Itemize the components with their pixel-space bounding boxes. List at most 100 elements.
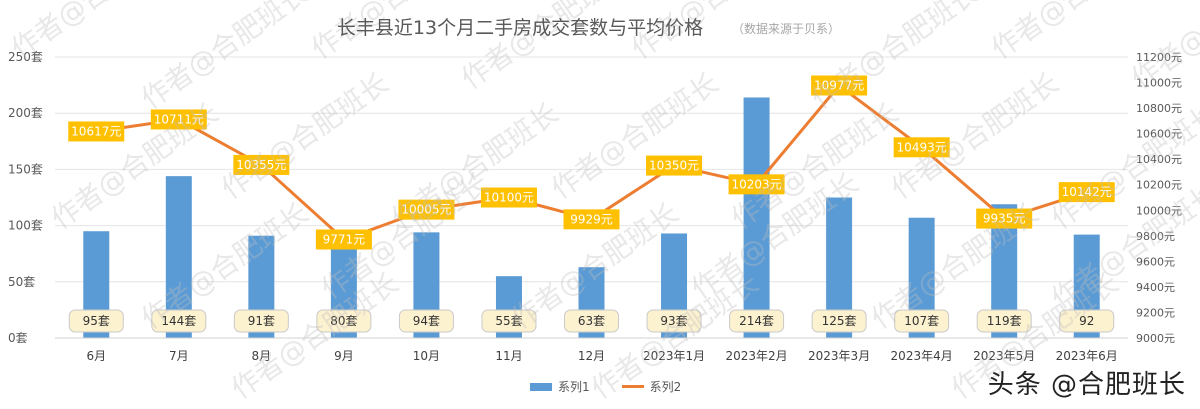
y-right-tick-label: 11200元: [1136, 51, 1182, 64]
watermark-text: 作者@合肥班长: [805, 0, 984, 116]
right-axis: 9000元 9200元 9400元 9600元 9800元 10000元 10200元 104…: [1136, 51, 1182, 345]
legend-item-series2: 系列2: [621, 378, 682, 395]
line-label-text: 9771元: [323, 233, 366, 247]
line-data-label: 10617元: [68, 121, 125, 142]
line-label-box: [1058, 182, 1115, 203]
y-right-tick-label: 10400元: [1136, 153, 1182, 166]
line-label-box: [811, 75, 868, 96]
y-right-tick-label: 10600元: [1136, 128, 1182, 141]
y-right-tick-label: 10800元: [1136, 102, 1182, 115]
left-axis: 0套 50套 100套 150套 200套 250套: [8, 50, 43, 345]
y-right-tick-label: 9400元: [1136, 281, 1175, 294]
bar-label-text: 95套: [83, 314, 110, 328]
bar-data-label: 80套: [316, 309, 372, 333]
line-data-label: 10142元: [1058, 182, 1115, 203]
bar-label-text: 93套: [660, 314, 687, 328]
line-data-label: 10203元: [728, 174, 785, 195]
chart-subtitle: （数据来源于贝系）: [732, 21, 840, 36]
bar-data-label: 63套: [564, 309, 619, 333]
bar-label-text: 94套: [413, 314, 440, 328]
bar-data-label: 144套: [151, 309, 207, 333]
x-tick-label: 12月: [578, 349, 605, 363]
line-data-labels: 10617元 10711元 10355元 9771元 10005元 10100元 9929元…: [68, 75, 1115, 250]
x-tick-label: 6月: [86, 349, 106, 363]
watermark-text: 作者@合肥班长: [215, 66, 394, 205]
bar-data-label: 93套: [646, 309, 702, 333]
bar-label-text: 144套: [161, 314, 196, 328]
line-data-label: 9771元: [315, 229, 372, 250]
legend-swatch-bar: [530, 382, 552, 391]
y-right-tick-label: 11000元: [1136, 77, 1182, 90]
y-left-tick-label: 100套: [8, 219, 43, 233]
line-label-text: 10711元: [154, 112, 204, 126]
bar-label-text: 119套: [987, 314, 1022, 328]
line-data-label: 9929元: [563, 209, 620, 230]
bar-data-labels: 95套 144套 91套 80套 94套 55套 63套 93套 214套 125套 107套 119…: [68, 309, 1115, 333]
bar-label-box: [316, 309, 372, 333]
x-tick-label: 2023年6月: [1056, 349, 1118, 363]
bar-label-box: [233, 309, 289, 333]
bar-label-text: 91套: [248, 314, 275, 328]
watermark-text: 作者@合肥班长: [45, 96, 224, 235]
y-right-tick-label: 10000元: [1136, 204, 1182, 217]
bar-label-box: [976, 309, 1032, 333]
y-right-tick-label: 9600元: [1136, 255, 1175, 268]
line-label-box: [398, 199, 455, 220]
y-left-tick-label: 200套: [8, 106, 43, 120]
legend-swatch-line: [621, 385, 644, 388]
bar-label-text: 92: [1079, 314, 1094, 328]
x-tick-label: 2023年4月: [891, 349, 953, 363]
bar-label-text: 63套: [578, 314, 605, 328]
x-tick-label: 2023年3月: [808, 349, 870, 363]
line-label-text: 9929元: [570, 212, 613, 226]
y-left-tick-label: 0套: [8, 331, 28, 345]
bar-label-box: [68, 309, 124, 333]
line-data-label: 10711元: [150, 109, 207, 130]
footer-brand: 头条 @合肥班长: [987, 370, 1186, 400]
bar-label-text: 214套: [739, 314, 774, 328]
bar-data-label: 107套: [894, 309, 950, 333]
bar-data-label: 94套: [398, 309, 454, 333]
x-tick-label: 8月: [252, 349, 272, 363]
x-axis: 6月 7月 8月 9月 10月 11月 12月 2023年1月 2023年2月 2023年3月 20…: [55, 337, 1128, 363]
bar-label-box: [151, 309, 207, 333]
bar-label-text: 55套: [495, 314, 522, 328]
y-left-tick-label: 150套: [8, 162, 43, 176]
chart-title: 长丰县近13个月二手房成交套数与平均价格: [337, 17, 703, 39]
line-data-label: 10100元: [480, 187, 537, 208]
bar-label-box: [894, 309, 950, 333]
line-label-box: [563, 209, 620, 230]
line-label-text: 10350元: [649, 159, 699, 173]
x-tick-label: 10月: [413, 349, 440, 363]
legend-label-series1: 系列1: [558, 380, 590, 394]
bar-data-label: 91套: [233, 309, 289, 333]
y-right-tick-label: 9800元: [1136, 230, 1175, 243]
bar-label-text: 80套: [330, 314, 357, 328]
bar-label-box: [646, 309, 702, 333]
chart-legend: 系列1 系列2: [530, 378, 681, 395]
line-label-box: [315, 229, 372, 250]
line-label-text: 10977元: [814, 78, 864, 92]
bar-label-text: 107套: [904, 314, 939, 328]
bar-data-label: 214套: [729, 309, 785, 333]
bar-label-box: [1059, 309, 1115, 333]
legend-label-series2: 系列2: [649, 380, 682, 394]
watermark-text: 作者@合肥班长: [545, 66, 724, 205]
line-label-text: 10355元: [236, 158, 286, 172]
bar-label-box: [398, 309, 454, 333]
bar-data-label: 119套: [976, 309, 1032, 333]
y-right-tick-label: 10200元: [1136, 179, 1182, 192]
line-label-text: 10142元: [1062, 185, 1112, 199]
watermark-text: 作者@合肥班长: [455, 0, 634, 96]
line-label-box: [893, 137, 950, 158]
bar-label-box: [729, 309, 785, 333]
line-label-text: 9935元: [983, 212, 1026, 226]
line-data-label: 10005元: [398, 199, 455, 220]
line-data-label: 9935元: [976, 208, 1033, 229]
bar-label-box: [811, 309, 867, 333]
line-label-box: [976, 208, 1033, 229]
bar-data-label: 95套: [68, 309, 124, 333]
y-right-tick-label: 9000元: [1136, 332, 1175, 345]
line-label-box: [150, 109, 207, 130]
